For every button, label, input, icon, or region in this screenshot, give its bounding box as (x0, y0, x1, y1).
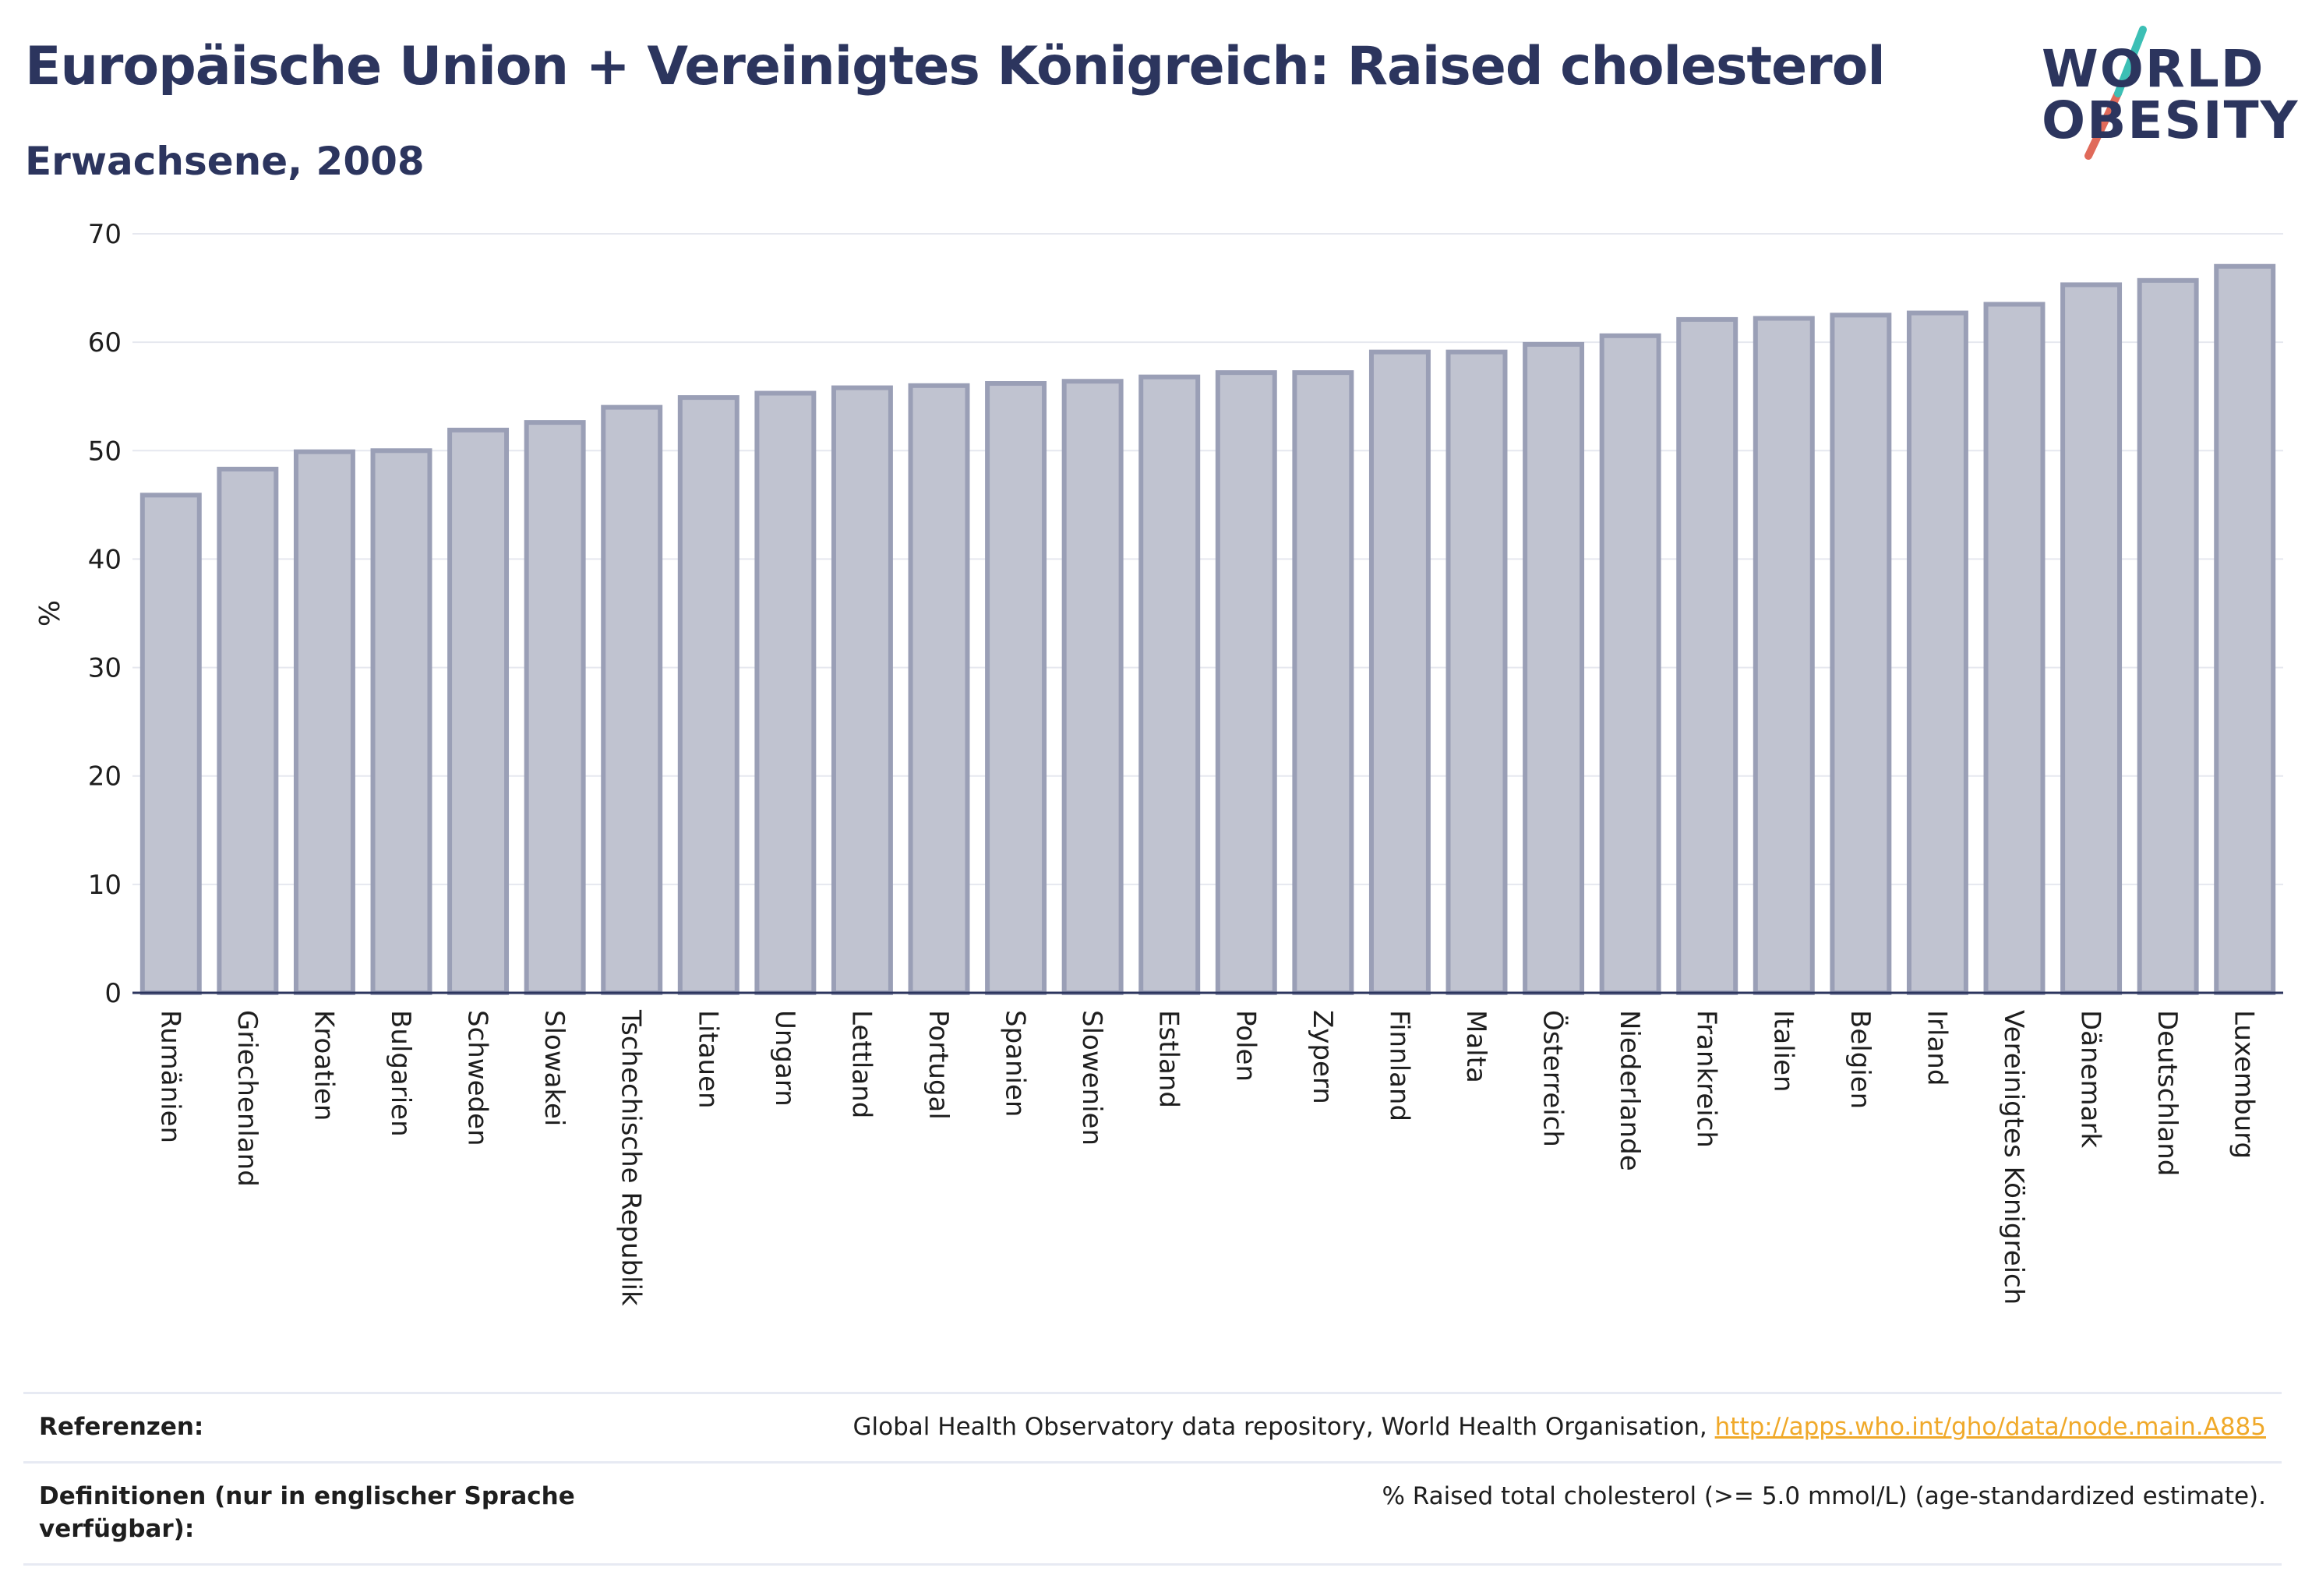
x-tick-label: Italien (1767, 1010, 1798, 1093)
x-tick-label: Rumänien (154, 1010, 185, 1143)
x-tick-label: Malta (1460, 1010, 1491, 1083)
y-tick-label: 70 (88, 219, 122, 250)
y-tick-label: 60 (88, 327, 122, 358)
definitions-value: % Raised total cholesterol (>= 5.0 mmol/… (1382, 1481, 2266, 1510)
bar (370, 448, 432, 995)
logo-line-obesity: OBESITY (2042, 90, 2300, 150)
page-title: Europäische Union + Vereinigtes Königrei… (25, 36, 1886, 97)
bar (601, 404, 663, 995)
x-tick-label: Frankreich (1691, 1010, 1722, 1148)
bar (1523, 341, 1585, 995)
x-tick-label: Kroatien (308, 1010, 339, 1121)
bar (1983, 302, 2046, 995)
x-tick-label: Tschechische Republik (616, 1009, 647, 1306)
x-tick-label: Bulgarien (385, 1010, 416, 1137)
bar (2060, 282, 2123, 995)
x-tick-label: Dänemark (2075, 1010, 2106, 1148)
x-tick-label: Slowakei (538, 1010, 570, 1126)
bar (1368, 349, 1431, 995)
x-tick-label: Österreich (1537, 1010, 1569, 1147)
x-tick-label: Spanien (1000, 1010, 1031, 1117)
world-obesity-logo: WORLD OBESITY (2026, 23, 2297, 164)
who-data-link[interactable]: http://apps.who.int/gho/data/node.main.A… (1714, 1413, 2266, 1441)
definitions-row: Definitionen (nur in englischer Sprache … (23, 1460, 2282, 1566)
definitions-label: Definitionen (nur in englischer Sprache … (39, 1481, 575, 1543)
bar (1215, 370, 1277, 996)
bar (985, 381, 1047, 995)
bar (1138, 374, 1201, 995)
logo-line-world: WORLD (2042, 39, 2265, 99)
y-tick-label: 10 (88, 870, 122, 901)
x-tick-label: Vereinigtes Königreich (1998, 1010, 2029, 1305)
references-value: Global Health Observatory data repositor… (838, 1394, 2282, 1461)
bar (524, 420, 586, 995)
x-tick-label: Deutschland (2151, 1010, 2183, 1176)
bar (677, 395, 740, 995)
references-label: Referenzen: (39, 1413, 204, 1441)
x-tick-label: Luxemburg (2229, 1010, 2260, 1159)
bar (1599, 333, 1661, 995)
x-tick-label: Polen (1230, 1010, 1261, 1082)
bar (1830, 312, 1892, 996)
x-tick-label: Griechenland (231, 1010, 263, 1187)
bar (908, 383, 970, 996)
bar (2214, 263, 2276, 995)
bar-chart: 0 10 20 30 40 50 60 70% Rumänien Griechenland Kroa… (34, 219, 2283, 1306)
bar (1445, 349, 1508, 995)
bar (831, 385, 893, 995)
bar (754, 390, 817, 996)
x-tick-label: Slowenien (1076, 1010, 1107, 1146)
bar (1906, 310, 1968, 995)
y-tick-label: 0 (104, 978, 122, 1009)
x-tick-label: Portugal (923, 1010, 954, 1120)
bar (1676, 316, 1738, 995)
bar (293, 449, 355, 996)
bar (447, 427, 510, 995)
x-tick-label: Niederlande (1614, 1010, 1645, 1171)
x-tick-label: Zypern (1307, 1010, 1338, 1104)
x-tick-label: Schweden (462, 1010, 493, 1146)
logo-slash-icon (2084, 26, 2147, 160)
page-subtitle: Erwachsene, 2008 (25, 139, 425, 184)
y-axis-label: % (34, 600, 66, 627)
x-tick-label: Lettland (845, 1010, 877, 1118)
bar (1061, 379, 1124, 995)
x-tick-label: Belgien (1844, 1010, 1876, 1109)
bar (217, 466, 279, 995)
y-tick-label: 30 (88, 653, 122, 684)
x-tick-label: Ungarn (769, 1010, 800, 1107)
references-table: Referenzen: Global Health Observatory da… (23, 1392, 2282, 1566)
references-row: Referenzen: Global Health Observatory da… (23, 1392, 2282, 1461)
x-tick-label: Irland (1921, 1010, 1952, 1086)
references-text: Global Health Observatory data repositor… (852, 1413, 1707, 1441)
x-tick-label: Finnland (1383, 1010, 1414, 1121)
bar (139, 493, 202, 995)
bar (1292, 370, 1354, 996)
bar (2137, 277, 2199, 996)
y-tick-label: 20 (88, 761, 122, 793)
y-tick-label: 40 (88, 544, 122, 575)
y-tick-label: 50 (88, 436, 122, 467)
x-tick-label: Estland (1153, 1010, 1184, 1108)
bar (1753, 316, 1815, 995)
x-tick-label: Litauen (692, 1010, 723, 1109)
